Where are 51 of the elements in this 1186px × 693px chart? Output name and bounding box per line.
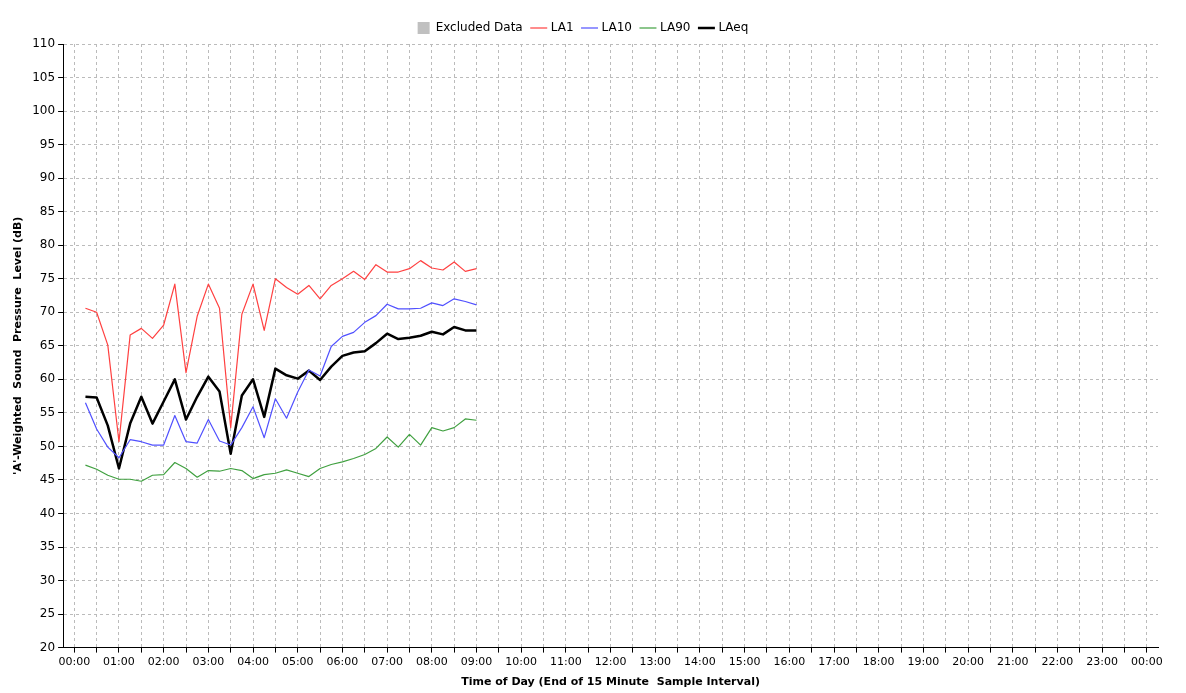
y-tick-label: 40 (39, 505, 56, 520)
y-tick-label: 110 (32, 36, 56, 51)
x-tick-label: 21:00 (996, 655, 1029, 669)
legend-label: LA90 (659, 20, 691, 35)
x-tick-label: 20:00 (952, 655, 984, 669)
x-tick-label: 04:00 (237, 655, 269, 669)
y-tick-label: 95 (39, 136, 56, 151)
y-tick-label: 50 (39, 438, 56, 453)
y-tick-label: 55 (39, 404, 56, 419)
y-tick-label: 75 (39, 270, 56, 285)
y-tick-label: 90 (39, 170, 56, 185)
y-tick-label: 100 (32, 103, 56, 118)
x-tick-label: 14:00 (684, 655, 716, 669)
y-tick-label: 65 (39, 337, 56, 352)
x-tick-label: 02:00 (147, 655, 180, 669)
y-axis-title: 'A'-Weighted Sound Pressure Level (dB) (11, 216, 25, 475)
x-tick-label: 10:00 (505, 655, 538, 669)
x-tick-label: 17:00 (818, 655, 850, 669)
x-axis-title: Time of Day (End of 15 Minute Sample Interval) (461, 675, 760, 689)
y-tick-label: 20 (39, 639, 56, 654)
x-tick-label: 07:00 (371, 655, 403, 669)
x-tick-label: 18:00 (862, 655, 895, 669)
x-tick-label: 19:00 (907, 655, 940, 669)
x-tick-label: 11:00 (550, 655, 582, 669)
legend-label: LA10 (601, 20, 632, 35)
x-tick-label: 00:00 (1130, 655, 1163, 669)
legend-label: LAeq (718, 20, 749, 35)
y-tick-label: 85 (39, 203, 56, 218)
x-tick-label: 12:00 (594, 655, 627, 669)
x-tick-label: 23:00 (1086, 655, 1118, 669)
x-tick-label: 16:00 (773, 655, 806, 669)
x-tick-label: 06:00 (326, 655, 359, 669)
x-tick-label: 13:00 (639, 655, 672, 669)
x-tick-label: 05:00 (281, 655, 314, 669)
x-tick-label: 09:00 (460, 655, 493, 669)
legend-label: LA1 (550, 20, 574, 35)
x-tick-label: 03:00 (192, 655, 225, 669)
y-tick-label: 105 (32, 69, 56, 84)
x-tick-label: 00:00 (58, 655, 91, 669)
y-tick-label: 80 (39, 237, 56, 252)
y-tick-label: 60 (39, 371, 56, 386)
x-tick-label: 01:00 (103, 655, 135, 669)
y-tick-label: 35 (39, 539, 56, 554)
x-tick-label: 08:00 (415, 655, 448, 669)
y-tick-label: 30 (39, 572, 56, 587)
legend-label: Excluded Data (435, 20, 523, 35)
x-tick-label: 22:00 (1041, 655, 1074, 669)
y-tick-label: 25 (39, 606, 56, 621)
x-tick-label: 15:00 (728, 655, 761, 669)
y-tick-label: 70 (39, 304, 56, 319)
y-tick-label: 45 (39, 472, 56, 487)
